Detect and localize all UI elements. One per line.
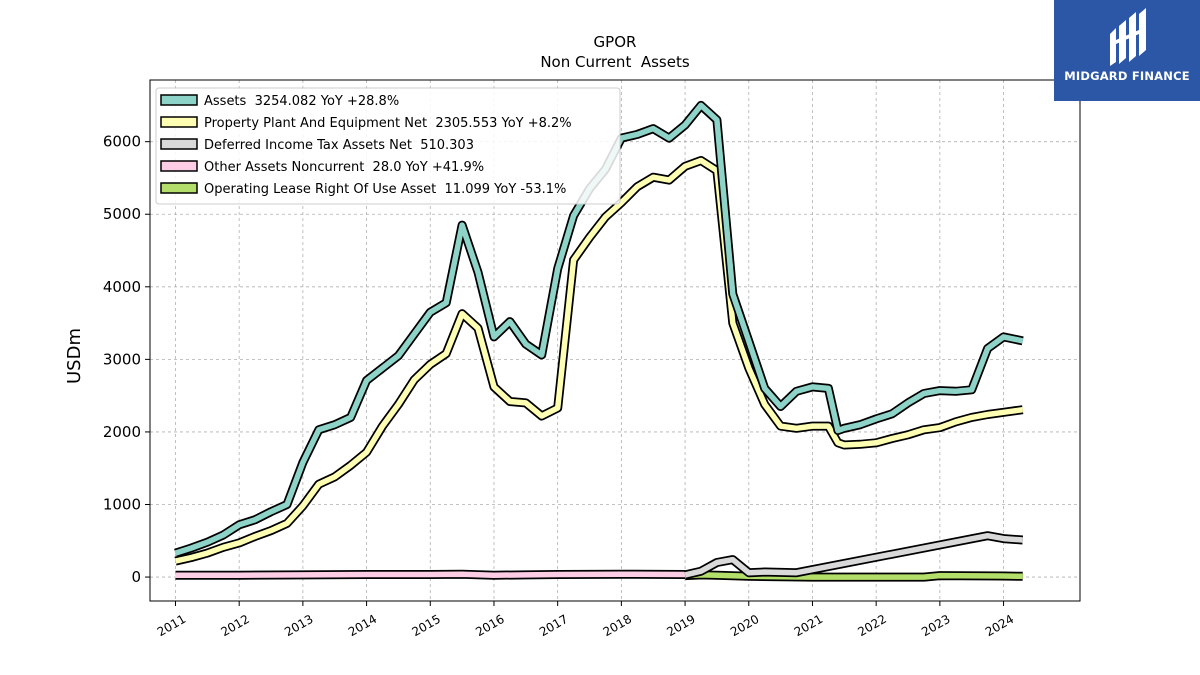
series-line xyxy=(684,570,1023,582)
y-tick-label: 3000 xyxy=(103,350,141,368)
legend-swatch xyxy=(160,138,198,150)
y-tick-label: 1000 xyxy=(103,495,141,513)
x-tick-label: 2017 xyxy=(537,612,570,639)
legend-label: Deferred Income Tax Assets Net 510.303 xyxy=(204,138,474,153)
y-tick-label: 0 xyxy=(131,568,141,586)
legend-box xyxy=(155,87,621,205)
legend-swatch xyxy=(160,182,198,194)
y-tick-label: 2000 xyxy=(103,423,141,441)
x-tick-label: 2019 xyxy=(664,612,697,639)
legend-label: Assets 3254.082 YoY +28.8% xyxy=(204,94,399,109)
legend-label: Property Plant And Equipment Net 2305.55… xyxy=(204,116,572,131)
series-line xyxy=(175,569,686,580)
legend-label: Other Assets Noncurrent 28.0 YoY +41.9% xyxy=(204,160,484,175)
x-tick-label: 2021 xyxy=(792,612,825,639)
y-tick-label: 4000 xyxy=(103,278,141,296)
legend-entry: Operating Lease Right Of Use Asset 11.09… xyxy=(160,182,566,197)
legend-entry: Assets 3254.082 YoY +28.8% xyxy=(160,94,399,109)
brand-logo: MIDGARD FINANCE xyxy=(1054,0,1200,101)
chart-subtitle: Non Current Assets xyxy=(540,53,690,71)
series-core xyxy=(684,572,1023,580)
brand-mark-icon xyxy=(1110,8,1146,66)
series-core xyxy=(175,571,686,578)
legend-swatch xyxy=(160,116,198,128)
y-tick-label: 5000 xyxy=(103,205,141,223)
legend: Assets 3254.082 YoY +28.8% Property Plant… xyxy=(155,87,621,205)
plot-frame xyxy=(149,79,1081,602)
series-core xyxy=(684,532,1023,578)
legend-swatch xyxy=(160,160,198,172)
y-tick-label: 6000 xyxy=(103,133,141,151)
x-tick-label: 2013 xyxy=(282,612,315,639)
x-tick-label: 2014 xyxy=(346,612,379,639)
series-line xyxy=(684,531,1024,580)
series-line xyxy=(174,156,1024,566)
legend-entry: Property Plant And Equipment Net 2305.55… xyxy=(160,116,572,131)
chart-title: GPOR xyxy=(594,33,637,51)
legend-entry: Other Assets Noncurrent 28.0 YoY +41.9% xyxy=(160,160,484,175)
x-tick-label: 2022 xyxy=(855,612,888,639)
y-axis-label: USDm xyxy=(64,328,85,384)
legend-swatch xyxy=(160,94,198,106)
x-tick-label: 2012 xyxy=(218,612,251,639)
x-tick-label: 2023 xyxy=(919,612,952,639)
legend-label: Operating Lease Right Of Use Asset 11.09… xyxy=(204,182,566,197)
legend-entry: Deferred Income Tax Assets Net 510.303 xyxy=(160,138,474,153)
series-outline xyxy=(684,531,1024,580)
x-tick-label: 2011 xyxy=(155,612,188,639)
x-tick-label: 2018 xyxy=(601,612,634,639)
brand-name: MIDGARD FINANCE xyxy=(1064,69,1190,83)
x-tick-label: 2020 xyxy=(728,612,761,639)
series-core xyxy=(174,157,1024,564)
x-tick-label: 2024 xyxy=(983,612,1016,639)
x-tick-label: 2015 xyxy=(410,612,443,639)
x-tick-label: 2016 xyxy=(473,612,506,639)
